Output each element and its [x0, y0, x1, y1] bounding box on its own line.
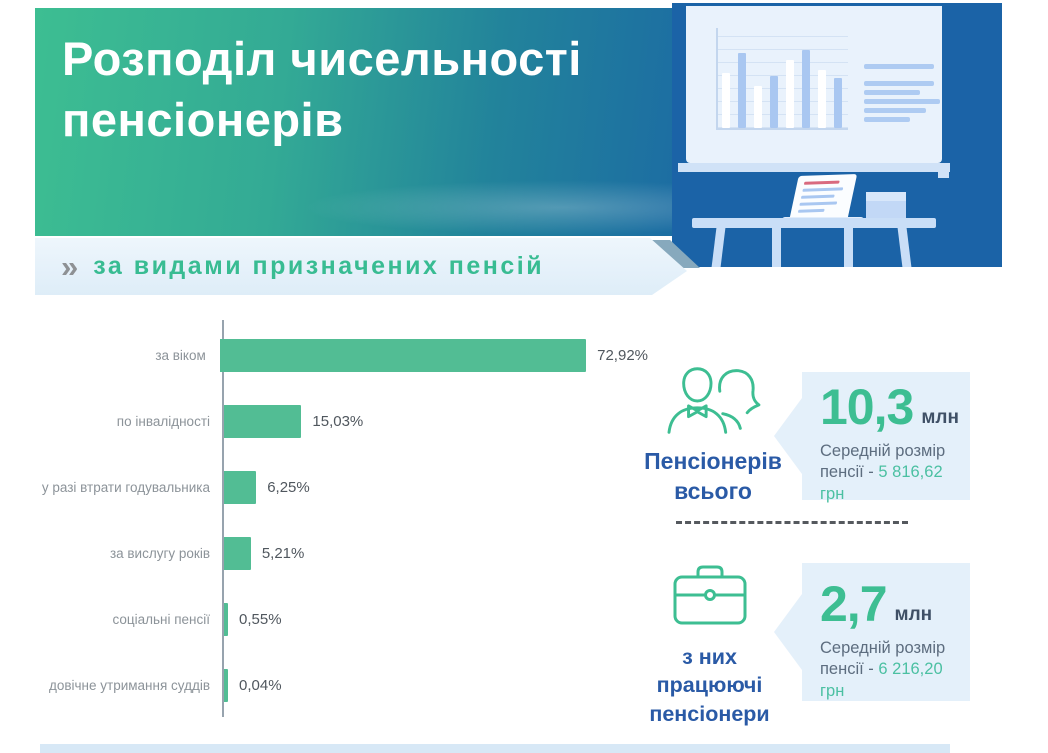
pension-types-bar-chart: за віком 72,92% по інвалідності 15,03% у…: [38, 322, 648, 718]
category-label: за вислугу років: [109, 545, 210, 561]
category-label: у разі втрати годувальника: [41, 479, 210, 495]
screen-bracket: [938, 163, 949, 178]
bar-vysluha-rokiv: [224, 536, 251, 570]
chart-row: за віком 72,92%: [38, 322, 648, 388]
header-banner: Розподіл чисельності пенсіонерів: [35, 8, 820, 236]
footer-accent-bar: [40, 744, 950, 753]
briefcase-icon: [673, 565, 747, 625]
bar-vtrata-hoduvalnyka: [224, 470, 257, 504]
value-label: 6,25%: [267, 478, 310, 496]
category-label: за віком: [155, 347, 206, 363]
stat-total-unit: млн: [921, 406, 959, 428]
stat-working-unit: млн: [894, 603, 933, 625]
dashed-divider: [676, 521, 908, 524]
chevrons-icon: »: [61, 249, 79, 284]
stat-total-value: 10,3: [820, 379, 914, 435]
laptop-icon: [788, 174, 858, 222]
bar-za-vikom: [219, 338, 587, 372]
desk-leg: [711, 228, 726, 267]
presentation-screen-illustration: [686, 6, 942, 163]
chart-row: довічне утримання суддів 0,04%: [38, 652, 648, 718]
category-label: по інвалідності: [116, 413, 210, 429]
page-title: Розподіл чисельності пенсіонерів: [62, 28, 582, 150]
bar-invalidnist: [224, 404, 302, 438]
value-label: 0,55%: [239, 610, 282, 628]
stat-total-label: Пенсіонерів всього: [644, 448, 782, 505]
pensioners-couple-icon: [667, 367, 761, 434]
value-label: 15,03%: [312, 412, 364, 430]
value-label: 5,21%: [261, 544, 305, 562]
page-title-line1: Розподіл чисельності: [62, 32, 582, 85]
desk-leg: [772, 228, 781, 267]
stat-working-desc: Середній розмір пенсії - 6 216,20 грн: [820, 638, 946, 701]
desk-leg: [844, 228, 853, 267]
slide-text-lines-icon: [864, 64, 940, 126]
screen-frame: [678, 163, 950, 172]
chart-row: у разі втрати годувальника 6,25%: [38, 454, 648, 520]
avg-pension-working: 6 216,20 грн: [820, 660, 943, 701]
box-on-desk-icon: [866, 192, 906, 220]
section-subtitle: за видами призначених пенсій: [93, 252, 545, 280]
chart-row: соціальні пенсії 0,55%: [38, 586, 648, 652]
desk-illustration: [692, 218, 936, 228]
avg-pension-total: 5 816,62 грн: [820, 463, 943, 504]
stat-working-value: 2,7: [820, 576, 888, 632]
chart-row: за вислугу років 5,21%: [38, 520, 648, 586]
value-label: 0,04%: [239, 676, 282, 694]
bar-utrymannia-suddiv: [224, 668, 228, 702]
category-label: довічне утримання суддів: [48, 677, 210, 693]
chart-row: по інвалідності 15,03%: [38, 388, 648, 454]
section-subtitle-ribbon: » за видами призначених пенсій: [35, 238, 687, 295]
illustration-panel: [672, 3, 1002, 267]
stat-working-callout: 2,7 млн Середній розмір пенсії - 6 216,2…: [802, 563, 970, 701]
desk-leg: [897, 228, 912, 267]
value-label: 72,92%: [597, 346, 648, 364]
mini-bar-chart-icon: [716, 28, 848, 130]
stat-total-desc: Середній розмір пенсії - 5 816,62 грн: [820, 441, 946, 504]
chart-axis-line: [222, 320, 224, 717]
stat-working-label: з них працюючі пенсіонери: [649, 645, 770, 726]
stat-total-callout: 10,3 млн Середній розмір пенсії - 5 816,…: [802, 372, 970, 503]
bar-sotsialni-pensii: [224, 602, 228, 636]
category-label: соціальні пенсії: [112, 611, 210, 627]
page-title-line2: пенсіонерів: [62, 93, 344, 147]
